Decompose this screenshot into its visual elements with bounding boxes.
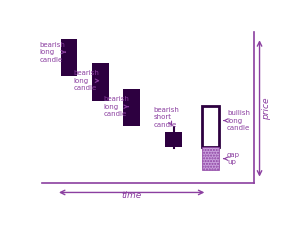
Text: bearish
long
candle: bearish long candle <box>74 70 99 91</box>
Text: time: time <box>122 191 142 200</box>
Text: bearish
short
candle: bearish short candle <box>154 107 180 128</box>
Text: bearish
long
candle: bearish long candle <box>104 96 130 117</box>
Text: gap
up: gap up <box>227 152 240 165</box>
Text: bullish
long
candle: bullish long candle <box>227 110 250 131</box>
Bar <box>123 88 140 126</box>
Bar <box>92 63 109 101</box>
Bar <box>61 39 77 76</box>
Bar <box>165 132 182 147</box>
Bar <box>202 147 219 170</box>
Text: price: price <box>262 97 271 120</box>
Bar <box>202 106 219 147</box>
Text: bearish
long
candle: bearish long candle <box>40 42 66 63</box>
